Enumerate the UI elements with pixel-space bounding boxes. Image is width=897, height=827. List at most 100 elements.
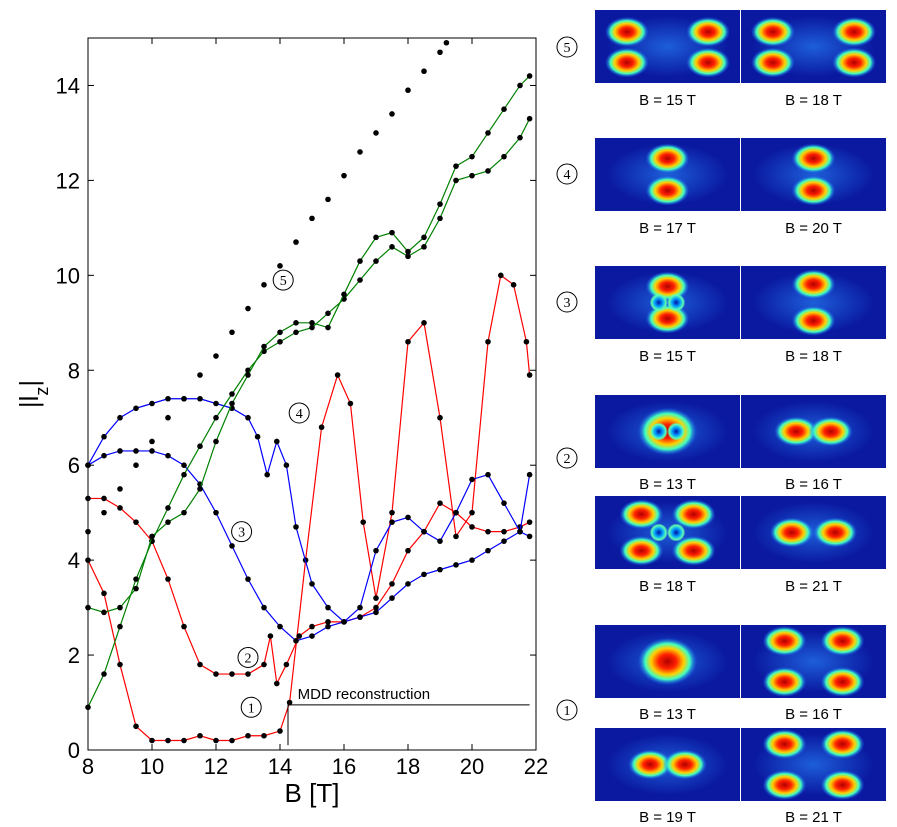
x-tick-label: 8 bbox=[82, 754, 94, 779]
data-point bbox=[373, 234, 379, 241]
data-point bbox=[485, 338, 491, 345]
density-peak bbox=[813, 517, 858, 548]
data-point bbox=[101, 609, 107, 616]
data-point bbox=[293, 638, 299, 644]
data-point bbox=[296, 633, 303, 639]
data-point bbox=[309, 633, 315, 639]
data-point bbox=[85, 462, 91, 469]
data-point bbox=[85, 557, 91, 563]
data-point bbox=[165, 737, 171, 744]
data-point bbox=[261, 732, 267, 739]
y-axis-label-subscript: z bbox=[32, 387, 52, 396]
data-point bbox=[85, 604, 91, 611]
data-point bbox=[261, 604, 267, 611]
data-point bbox=[133, 448, 139, 454]
y-tick-label: 4 bbox=[68, 548, 80, 573]
density-peak bbox=[686, 47, 731, 78]
data-point bbox=[229, 400, 235, 407]
density-peak bbox=[820, 729, 865, 760]
data-point bbox=[318, 424, 325, 431]
y-tick-label: 14 bbox=[56, 73, 80, 98]
data-point bbox=[347, 400, 354, 407]
density-peak bbox=[619, 499, 664, 530]
data-point bbox=[405, 87, 411, 94]
curve-label-circle bbox=[272, 269, 294, 291]
density-vortex bbox=[667, 293, 686, 312]
x-axis-label: B [T] bbox=[285, 778, 340, 808]
density-peak bbox=[750, 16, 795, 47]
data-point bbox=[453, 533, 459, 540]
mdd-annotation-text: MDD reconstruction bbox=[298, 686, 431, 703]
data-point bbox=[277, 338, 283, 345]
panel-group-circle bbox=[556, 291, 578, 313]
data-point bbox=[501, 528, 507, 535]
data-point bbox=[437, 538, 443, 544]
data-point bbox=[437, 414, 443, 421]
panel-group-circle bbox=[556, 447, 578, 469]
data-point bbox=[165, 505, 171, 511]
curve-label-circle bbox=[240, 696, 262, 718]
density-vortex bbox=[667, 422, 686, 441]
panel-caption-left: B = 15 T bbox=[639, 92, 696, 109]
data-point bbox=[274, 438, 280, 445]
data-point bbox=[117, 661, 123, 668]
data-point bbox=[101, 452, 107, 459]
data-point bbox=[526, 471, 533, 478]
data-point bbox=[498, 272, 504, 279]
series-line-5 bbox=[87, 398, 530, 623]
data-point bbox=[165, 452, 171, 459]
data-point bbox=[245, 732, 251, 739]
panel-group-circle bbox=[556, 699, 578, 721]
data-point bbox=[133, 585, 139, 592]
density-peak bbox=[637, 637, 698, 686]
data-point bbox=[501, 500, 507, 506]
data-point bbox=[213, 671, 219, 677]
density-peak bbox=[791, 269, 836, 300]
data-point bbox=[245, 671, 251, 677]
panel-group-label: 2 bbox=[564, 452, 571, 467]
data-point bbox=[181, 462, 187, 469]
data-point bbox=[453, 509, 459, 516]
density-peak bbox=[619, 535, 664, 566]
data-point bbox=[229, 391, 235, 397]
data-point bbox=[341, 291, 347, 298]
density-peak bbox=[791, 143, 836, 174]
data-point bbox=[325, 196, 331, 203]
data-point bbox=[485, 471, 491, 478]
panel-group-label: 5 bbox=[564, 41, 571, 56]
data-point bbox=[293, 524, 299, 530]
data-point bbox=[197, 395, 203, 402]
data-point bbox=[437, 566, 443, 573]
data-point bbox=[181, 509, 187, 516]
data-point bbox=[149, 438, 155, 445]
data-point bbox=[283, 661, 290, 668]
data-point bbox=[325, 324, 331, 331]
data-point bbox=[283, 462, 290, 469]
data-point bbox=[181, 471, 187, 478]
data-point bbox=[373, 547, 379, 554]
y-tick-label: 12 bbox=[56, 168, 80, 193]
data-point bbox=[389, 595, 395, 601]
data-point bbox=[181, 395, 187, 402]
panel-caption-right: B = 18 T bbox=[785, 348, 842, 365]
data-point bbox=[526, 519, 533, 525]
data-point bbox=[213, 737, 219, 744]
data-point bbox=[133, 405, 139, 412]
panel-caption-right: B = 16 T bbox=[785, 706, 842, 723]
panel-caption-left: B = 17 T bbox=[639, 220, 696, 237]
data-point bbox=[85, 704, 91, 711]
data-point bbox=[181, 737, 187, 744]
density-vortex bbox=[667, 523, 686, 542]
data-point bbox=[325, 623, 331, 630]
data-point bbox=[501, 106, 507, 112]
data-point bbox=[373, 604, 379, 611]
data-point bbox=[309, 581, 315, 587]
data-point bbox=[117, 623, 123, 630]
data-point bbox=[526, 533, 533, 540]
data-point bbox=[389, 229, 395, 236]
data-point bbox=[117, 505, 123, 511]
data-point bbox=[197, 372, 203, 378]
data-point bbox=[405, 547, 411, 554]
panel-caption-left: B = 13 T bbox=[639, 476, 696, 493]
data-point bbox=[325, 619, 331, 625]
